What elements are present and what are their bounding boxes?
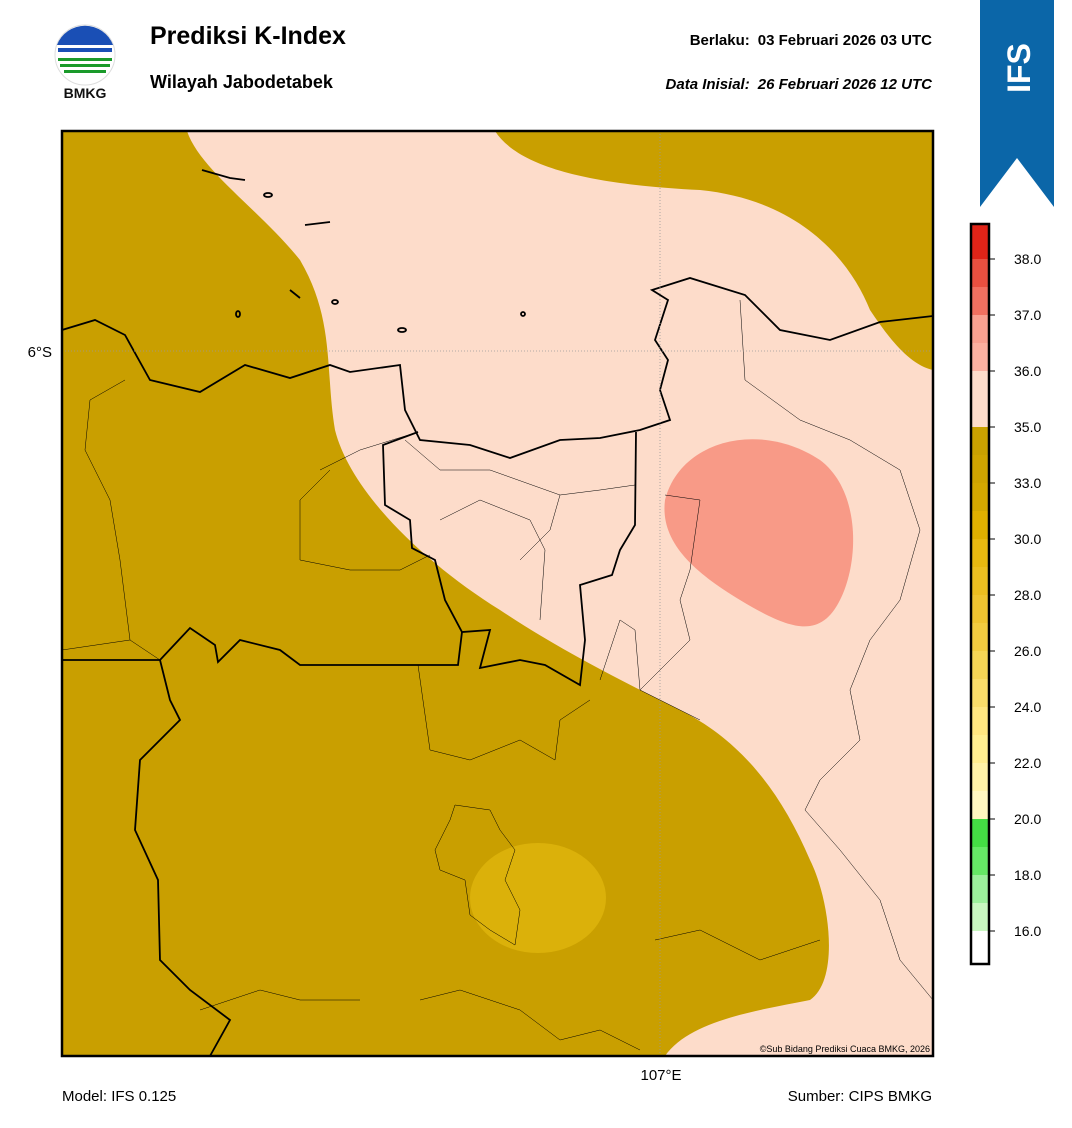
colorbar-segment <box>971 791 989 819</box>
colorbar-segment <box>971 651 989 679</box>
kindex-36-37 <box>664 439 854 627</box>
credit: ©Sub Bidang Prediksi Cuaca BMKG, 2026 <box>760 1044 930 1054</box>
kindex-35-36 <box>187 131 933 1056</box>
colorbar-tick-label: 35.0 <box>1014 419 1041 435</box>
colorbar: 16.0 18.0 20.0 22.0 24.0 26.0 28.0 30.0 33.0 35.0… <box>969 222 1041 966</box>
colorbar-tick-label: 26.0 <box>1014 643 1041 659</box>
colorbar-tick-label: 18.0 <box>1014 867 1041 883</box>
colorbar-tick-label: 28.0 <box>1014 587 1041 603</box>
colorbar-segment <box>971 679 989 707</box>
colorbar-tick-label: 38.0 <box>1014 251 1041 267</box>
colorbar-segment <box>971 707 989 735</box>
valid-label: Berlaku: <box>690 32 750 49</box>
colorbar-tick-label: 24.0 <box>1014 699 1041 715</box>
colorbar-segment <box>971 371 989 399</box>
ifs-badge: IFS <box>980 0 1054 207</box>
colorbar-segment <box>971 875 989 903</box>
colorbar-segment <box>971 483 989 511</box>
colorbar-segment <box>971 399 989 427</box>
colorbar-segment <box>971 455 989 483</box>
init-time: 26 Februari 2026 12 UTC <box>757 76 933 93</box>
colorbar-tick-label: 16.0 <box>1014 923 1041 939</box>
colorbar-tick-label: 37.0 <box>1014 307 1041 323</box>
colorbar-segment <box>971 539 989 567</box>
coastline <box>62 169 933 1056</box>
colorbar-segment <box>971 735 989 763</box>
init-time-line: Data Inisial: 26 Februari 2026 12 UTC <box>666 76 934 93</box>
map-frame <box>60 129 935 1058</box>
colorbar-frame <box>969 222 991 966</box>
valid-time-line: Berlaku: 03 Februari 2026 03 UTC <box>690 32 932 49</box>
footer-model: Model: IFS 0.125 <box>62 1088 176 1105</box>
colorbar-segment <box>971 287 989 315</box>
lon-label: 107°E <box>640 1067 681 1084</box>
colorbar-segment <box>971 224 989 259</box>
colorbar-segment <box>971 903 989 931</box>
colorbar-tick-label: 33.0 <box>1014 475 1041 491</box>
colorbar-segment <box>971 511 989 539</box>
colorbar-segment <box>971 931 989 964</box>
colorbar-segment <box>971 259 989 287</box>
colorbar-tick-label: 30.0 <box>1014 531 1041 547</box>
badge-text: IFS <box>1001 43 1037 93</box>
colorbar-segment <box>971 623 989 651</box>
colorbar-segment <box>971 763 989 791</box>
map: ©Sub Bidang Prediksi Cuaca BMKG, 2026 <box>62 131 933 1056</box>
colorbar-segment <box>971 427 989 455</box>
valid-time: 03 Februari 2026 03 UTC <box>758 32 932 49</box>
logo-text: BMKG <box>64 85 107 101</box>
title: Prediksi K-Index <box>150 22 346 50</box>
subtitle: Wilayah Jabodetabek <box>150 72 334 92</box>
logo: BMKG <box>54 24 116 101</box>
colorbar-tick-label: 20.0 <box>1014 811 1041 827</box>
init-label: Data Inisial: <box>666 76 750 93</box>
boundaries <box>62 299 933 1051</box>
colorbar-segment <box>971 847 989 875</box>
colorbar-segment <box>971 819 989 847</box>
colorbar-segment <box>971 343 989 371</box>
kindex-30-33 <box>470 843 606 953</box>
lat-label: 6°S <box>28 344 52 361</box>
colorbar-segment <box>971 595 989 623</box>
colorbar-segment <box>971 315 989 343</box>
colorbar-tick-label: 36.0 <box>1014 363 1041 379</box>
colorbar-tick-label: 22.0 <box>1014 755 1041 771</box>
colorbar-segment <box>971 567 989 595</box>
footer-source: Sumber: CIPS BMKG <box>788 1088 932 1105</box>
